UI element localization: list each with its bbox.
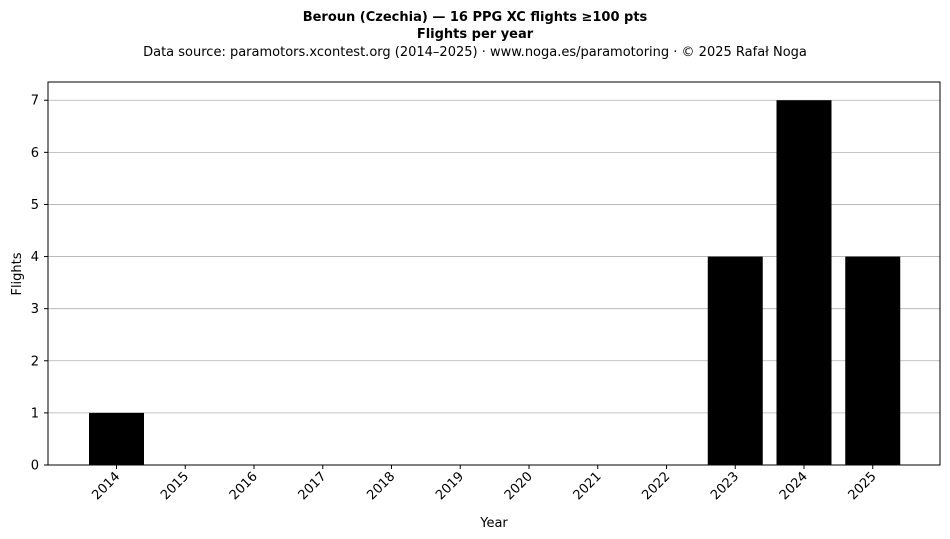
y-tick-label: 2: [31, 354, 39, 369]
x-tick-label: 2018: [364, 469, 398, 503]
bar-2025: [845, 256, 901, 465]
x-tick-label: 2023: [708, 469, 742, 503]
y-tick-label: 0: [31, 459, 39, 474]
y-axis-ticks: 0 1 2 3 4 5 6 7: [31, 94, 48, 474]
bar-2023: [707, 256, 763, 465]
x-tick-label: 2022: [639, 469, 673, 503]
x-tick-label: 2024: [777, 469, 811, 503]
x-tick-label: 2020: [502, 469, 536, 503]
y-gridlines: [48, 99, 940, 414]
y-tick-label: 5: [31, 198, 39, 213]
bars: [89, 100, 901, 465]
bar-2024: [776, 100, 832, 465]
x-tick-label: 2025: [846, 469, 880, 503]
x-tick-label: 2015: [158, 469, 192, 503]
x-tick-label: 2016: [227, 469, 261, 503]
y-tick-label: 7: [31, 94, 39, 109]
plot-frame: [47, 81, 941, 466]
y-tick-label: 4: [31, 250, 39, 265]
y-axis-label: Flights: [10, 252, 25, 295]
chart-subtitle: Flights per year: [417, 27, 534, 42]
chart-source-line: Data source: paramotors.xcontest.org (20…: [143, 45, 807, 60]
x-axis-ticks: 2014 2015 2016 2017 2018 2019 2020 2021 2022 2023…: [89, 465, 880, 503]
y-tick-label: 1: [31, 406, 39, 421]
y-tick-label: 3: [31, 302, 39, 317]
chart-title: Beroun (Czechia) — 16 PPG XC flights ≥10…: [303, 10, 648, 25]
x-tick-label: 2017: [296, 469, 330, 503]
x-tick-label: 2019: [433, 469, 467, 503]
y-tick-label: 6: [31, 146, 39, 161]
bar-2014: [89, 412, 144, 465]
x-tick-label: 2021: [571, 469, 605, 503]
x-tick-label: 2014: [89, 469, 123, 503]
x-axis-label: Year: [479, 516, 508, 531]
